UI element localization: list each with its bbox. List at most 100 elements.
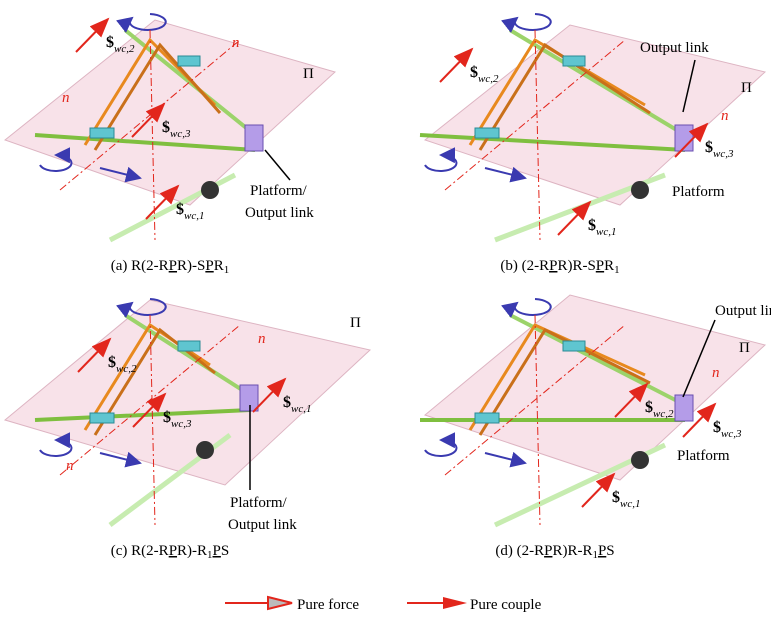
axis-label: n [66, 458, 74, 474]
screw-subscript: wc,2 [478, 73, 499, 85]
screw-arrow [440, 49, 472, 82]
caption: (c) R(2-RPR)-R1PS [111, 543, 229, 561]
caption-part: P [544, 543, 552, 559]
screw-symbol: $ [470, 64, 478, 81]
slider [563, 341, 585, 351]
caption-part: S [221, 543, 229, 559]
caption-part: R)R-S [557, 258, 595, 274]
screw-symbol: $ [705, 139, 713, 156]
platform [675, 395, 693, 421]
screw-symbol: $ [588, 217, 596, 234]
caption-part: P [596, 258, 604, 274]
screw-subscript: wc,2 [653, 408, 674, 420]
caption-part: 1 [224, 264, 230, 276]
screw-subscript: wc,3 [713, 148, 734, 160]
callout: Output link [245, 205, 314, 221]
screw-label: $wc,3 [713, 419, 742, 440]
screw-subscript: wc,3 [721, 428, 742, 440]
callout: Output link [640, 40, 709, 56]
caption-part: (d) (2-R [495, 543, 544, 559]
motion-arrow [485, 453, 525, 463]
joint [201, 181, 219, 199]
platform [245, 125, 263, 151]
caption-part: (c) R(2-R [111, 543, 169, 559]
joint [196, 441, 214, 459]
slider [563, 56, 585, 66]
screw-subscript: wc,1 [596, 226, 616, 238]
caption-part: S [606, 543, 614, 559]
legend-label: Pure force [297, 597, 359, 613]
slider [178, 56, 200, 66]
callout: Platform/ [250, 183, 307, 199]
screw-label: $wc,1 [588, 217, 616, 238]
screw-label: $wc,2 [470, 64, 499, 85]
screw-subscript: wc,1 [620, 498, 640, 510]
screw-symbol: $ [283, 394, 291, 411]
callout: Output link [715, 303, 771, 319]
rotation-arrow [425, 155, 456, 171]
caption: (a) R(2-RPR)-SPR1 [111, 258, 229, 276]
legend-label: Pure couple [470, 597, 542, 613]
slider [178, 341, 200, 351]
callout: Platform/ [230, 495, 287, 511]
screw-symbol: $ [612, 489, 620, 506]
caption-part: P [549, 258, 557, 274]
screw-label: $wc,2 [106, 34, 135, 55]
plane [425, 25, 765, 205]
caption-part: P [213, 543, 221, 559]
axis-label: n [232, 35, 240, 51]
screw-subscript: wc,3 [171, 418, 192, 430]
caption-part: R [604, 258, 614, 274]
caption-part: P [169, 543, 177, 559]
caption: (b) (2-RPR)R-SPR1 [500, 258, 619, 276]
plane [5, 300, 370, 485]
screw-subscript: wc,1 [184, 210, 204, 222]
caption-part: (b) (2-R [500, 258, 549, 274]
plane-label: Π [303, 66, 314, 82]
callout-line [265, 150, 290, 180]
legend: Pure force Pure couple [225, 597, 542, 613]
caption-part: R)-S [177, 258, 205, 274]
force-head [268, 597, 292, 609]
platform [240, 385, 258, 411]
screw-symbol: $ [176, 201, 184, 218]
caption-part: P [169, 258, 177, 274]
caption-part: (a) R(2-R [111, 258, 169, 274]
caption-part: R)R-R [552, 543, 592, 559]
callout: Platform [672, 184, 725, 200]
caption-part: R [214, 258, 224, 274]
joint [631, 451, 649, 469]
screw-arrow [558, 202, 590, 235]
axis-label: n [258, 331, 266, 347]
caption: (d) (2-RPR)R-R1PS [495, 543, 614, 561]
screw-label: $wc,1 [612, 489, 640, 510]
caption-part: P [205, 258, 213, 274]
plane [5, 20, 335, 205]
screw-subscript: wc,2 [114, 43, 135, 55]
panel: $wc,1$wc,2$wc,3nΠOutput linkPlatform(d) … [420, 295, 771, 561]
screw-symbol: $ [162, 119, 170, 136]
callout: Platform [677, 448, 730, 464]
panel: $wc,1$wc,2$wc,3nnΠPlatform/Output link(a… [5, 14, 335, 276]
slider [475, 128, 499, 138]
couple-head [443, 597, 467, 609]
plane-label: Π [350, 315, 361, 331]
joint [631, 181, 649, 199]
axis-label: n [712, 365, 720, 381]
rotation-arrow [40, 440, 71, 456]
screw-symbol: $ [106, 34, 114, 51]
screw-arrow [76, 19, 108, 52]
screw-symbol: $ [108, 354, 116, 371]
screw-symbol: $ [163, 409, 171, 426]
caption-part: 1 [614, 264, 620, 276]
axis-label: n [721, 108, 729, 124]
screw-subscript: wc,3 [170, 128, 191, 140]
panel: $wc,1$wc,2$wc,3nnΠPlatform/Output link(c… [5, 299, 370, 561]
screw-symbol: $ [713, 419, 721, 436]
rotation-arrow [515, 299, 551, 315]
callout: Output link [228, 517, 297, 533]
screw-subscript: wc,2 [116, 363, 137, 375]
plane-label: Π [741, 80, 752, 96]
rotation-arrow [515, 14, 551, 30]
